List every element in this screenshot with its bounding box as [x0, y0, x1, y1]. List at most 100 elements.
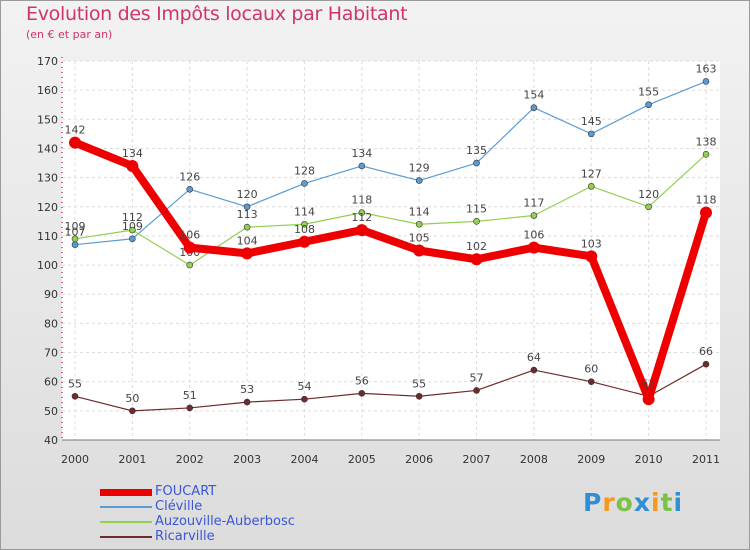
data-point-cleville [587, 130, 595, 138]
data-label-cleville: 154 [523, 89, 544, 102]
data-point-auzouville-auberbosc [243, 223, 251, 231]
data-label-auzouville-auberbosc: 138 [696, 135, 717, 148]
data-point-ricarville [358, 390, 366, 397]
data-point-auzouville-auberbosc [358, 209, 366, 216]
data-label-cleville: 109 [122, 220, 143, 233]
data-point-ricarville [415, 392, 423, 400]
data-point-cleville [71, 241, 79, 248]
data-label-ricarville: 50 [125, 392, 139, 405]
data-label-ricarville: 56 [355, 374, 369, 387]
data-label-foucart: 103 [581, 237, 602, 250]
y-tick-label: 140 [37, 142, 58, 155]
y-tick-label: 160 [37, 84, 58, 97]
y-tick-label: 130 [37, 172, 58, 185]
data-point-foucart [470, 253, 483, 266]
y-tick-label: 110 [37, 230, 58, 243]
x-tick-label: 2005 [348, 453, 376, 466]
data-point-foucart [241, 247, 254, 260]
data-point-cleville [301, 180, 308, 187]
x-tick-label: 2003 [233, 453, 261, 466]
data-point-auzouville-auberbosc [702, 150, 710, 158]
data-label-foucart: 112 [351, 211, 372, 224]
data-label-foucart: 106 [179, 229, 200, 242]
series-line-auzouville-auberbosc [74, 153, 707, 266]
legend-label-cleville: Cléville [155, 499, 203, 514]
data-point-cleville [415, 177, 423, 184]
data-label-foucart: 142 [65, 124, 86, 137]
data-label-ricarville: 60 [584, 363, 598, 376]
data-point-auzouville-auberbosc [129, 226, 136, 234]
data-label-auzouville-auberbosc: 114 [409, 205, 430, 218]
data-point-foucart [355, 224, 368, 237]
y-tick-label: 70 [44, 347, 58, 360]
data-label-auzouville-auberbosc: 115 [466, 202, 487, 215]
data-point-cleville [530, 104, 538, 111]
data-label-auzouville-auberbosc: 127 [581, 167, 602, 180]
data-point-ricarville [587, 378, 595, 385]
data-label-auzouville-auberbosc: 117 [523, 197, 544, 210]
x-tick-label: 2007 [463, 453, 491, 466]
data-label-cleville: 134 [351, 147, 372, 160]
data-point-auzouville-auberbosc [587, 183, 595, 190]
y-tick-label: 80 [44, 317, 58, 330]
data-label-foucart: 108 [294, 223, 315, 236]
x-tick-label: 2009 [577, 453, 605, 466]
data-point-cleville [186, 185, 194, 193]
data-label-foucart: 54 [642, 380, 656, 393]
data-label-ricarville: 64 [527, 351, 541, 364]
data-point-auzouville-auberbosc [645, 203, 652, 211]
data-point-foucart [700, 206, 712, 219]
data-point-cleville [358, 162, 366, 170]
chart-title: Evolution des Impôts locaux par Habitant [26, 3, 408, 25]
data-point-ricarville [186, 404, 194, 412]
data-label-auzouville-auberbosc: 113 [237, 208, 258, 221]
data-point-foucart [126, 159, 139, 172]
data-point-foucart [69, 136, 81, 149]
data-point-ricarville [301, 395, 308, 403]
data-label-cleville: 135 [466, 144, 487, 157]
legend-item-foucart: FOUCART [100, 484, 360, 500]
data-label-auzouville-auberbosc: 118 [351, 194, 372, 207]
data-point-cleville [129, 235, 136, 243]
x-tick-label: 2006 [405, 453, 433, 466]
legend-item-auzouville-auberbosc: Auzouville-Auberbosc [100, 514, 360, 530]
data-label-ricarville: 55 [412, 377, 426, 390]
data-label-auzouville-auberbosc: 120 [638, 188, 659, 201]
data-label-cleville: 129 [409, 162, 430, 175]
data-label-cleville: 120 [237, 188, 258, 201]
data-point-ricarville [71, 392, 79, 400]
data-point-ricarville [473, 387, 480, 394]
data-label-ricarville: 57 [470, 371, 484, 384]
data-label-foucart: 102 [466, 240, 487, 253]
data-label-ricarville: 54 [297, 380, 311, 393]
y-tick-label: 60 [44, 376, 58, 389]
legend-label-foucart: FOUCART [155, 484, 217, 499]
data-point-ricarville [129, 407, 136, 415]
data-point-ricarville [530, 366, 538, 374]
legend-label-auzouville-auberbosc: Auzouville-Auberbosc [155, 514, 295, 529]
data-label-cleville: 126 [179, 170, 200, 183]
legend: FOUCART Cléville Auzouville-Auberbosc Ri… [100, 484, 360, 545]
chart-subtitle: (en € et par an) [26, 28, 113, 41]
series-line-cleville [74, 80, 707, 246]
series-line-foucart [71, 138, 710, 404]
data-point-ricarville [243, 398, 251, 406]
data-label-foucart: 106 [523, 229, 544, 242]
data-label-foucart: 118 [696, 194, 717, 207]
data-point-cleville [645, 101, 652, 109]
proxiti-logo: Proxiti [583, 488, 684, 517]
data-label-ricarville: 51 [183, 389, 197, 402]
data-label-cleville: 107 [65, 226, 86, 239]
x-tick-label: 2011 [692, 453, 720, 466]
data-label-auzouville-auberbosc: 109 [65, 220, 86, 233]
data-label-foucart: 134 [122, 147, 143, 160]
data-point-foucart [183, 241, 196, 254]
x-tick-label: 2004 [290, 453, 318, 466]
x-tick-label: 2000 [61, 453, 89, 466]
data-point-auzouville-auberbosc [301, 220, 308, 228]
data-point-foucart [413, 244, 426, 257]
legend-swatch-cleville [100, 506, 152, 508]
data-label-ricarville: 53 [240, 383, 254, 396]
data-point-auzouville-auberbosc [415, 220, 423, 228]
y-tick-label: 120 [37, 201, 58, 214]
